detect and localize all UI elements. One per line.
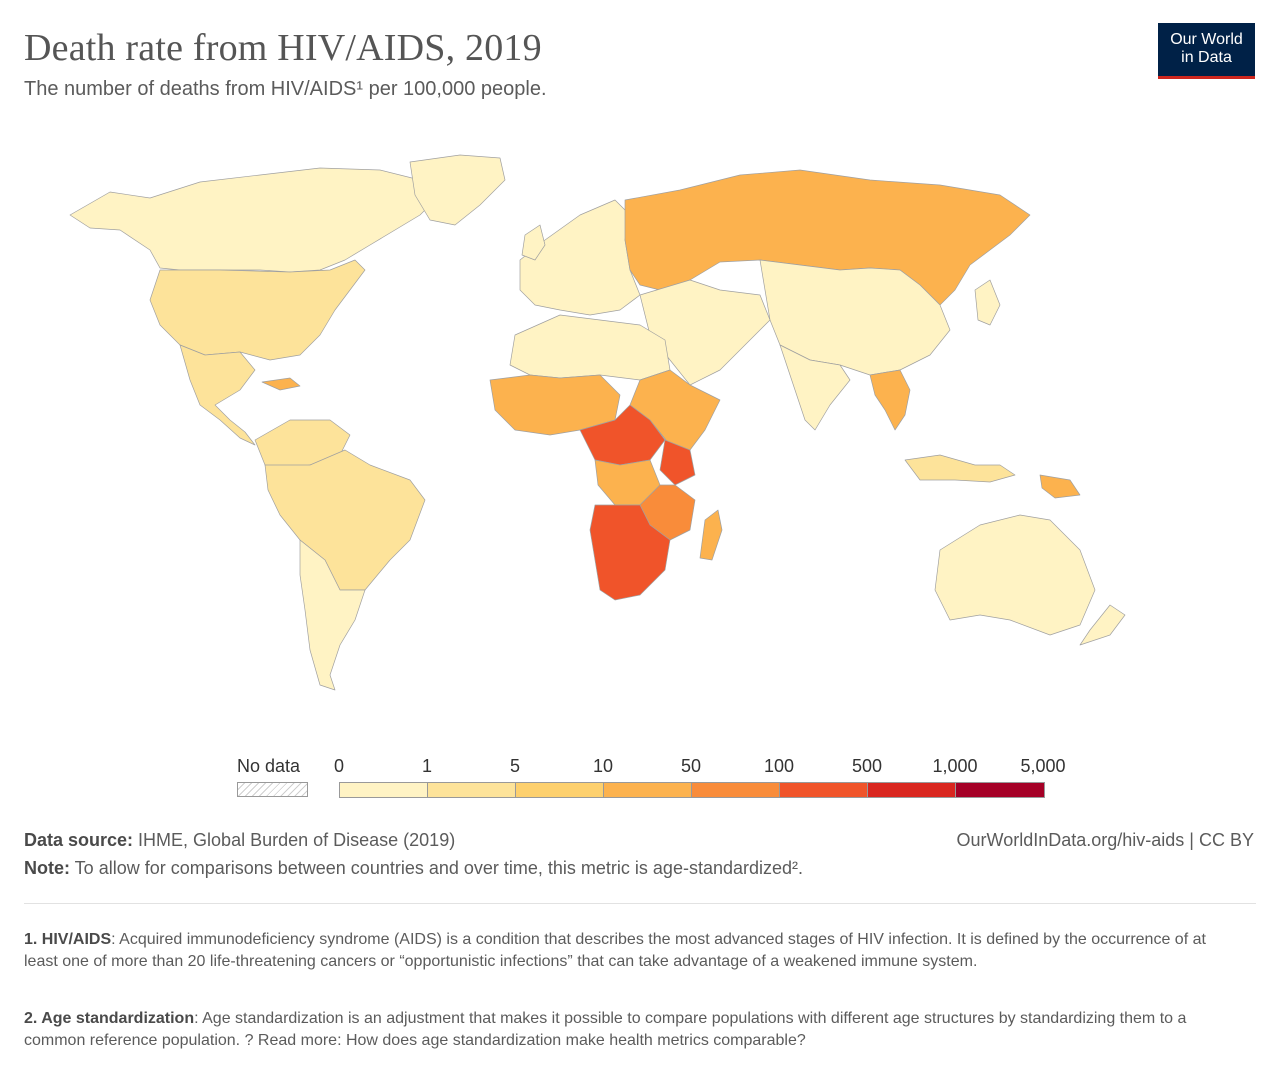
world-map[interactable] bbox=[0, 120, 1280, 740]
map-region-papua-new-guinea[interactable] bbox=[1039, 474, 1081, 499]
chart-subtitle: The number of deaths from HIV/AIDS¹ per … bbox=[24, 78, 547, 100]
footnote-1-label: 1. HIV/AIDS bbox=[24, 931, 112, 948]
legend-bin-4[interactable] bbox=[692, 783, 780, 797]
legend-tick: 500 bbox=[851, 756, 883, 776]
legend-bin-6[interactable] bbox=[868, 783, 956, 797]
logo-line-2: in Data bbox=[1181, 49, 1232, 66]
footnote-hiv-aids: 1. HIV/AIDS: Acquired immunodeficiency s… bbox=[24, 929, 1244, 973]
chart-note: Note: To allow for comparisons between c… bbox=[24, 858, 803, 879]
footnote-2-label: 2. Age standardization bbox=[24, 1010, 195, 1027]
legend-tick: 10 bbox=[592, 756, 614, 776]
footnote-age-standardization: 2. Age standardization: Age standardizat… bbox=[24, 1008, 1244, 1052]
map-region-australia[interactable] bbox=[934, 514, 1096, 636]
legend-bin-1[interactable] bbox=[428, 783, 516, 797]
map-legend: No data 0 1 5 10 50 100 500 1,000 5,000 bbox=[0, 750, 1280, 810]
footnote-2-text: : Age standardization is an adjustment t… bbox=[24, 1010, 1187, 1049]
map-region-kenya-uganda[interactable] bbox=[659, 439, 696, 486]
legend-tick: 5,000 bbox=[1020, 756, 1066, 776]
map-region-greenland[interactable] bbox=[409, 154, 506, 226]
data-source-label: Data source: bbox=[24, 830, 134, 850]
legend-tick: 1,000 bbox=[932, 756, 978, 776]
owid-logo[interactable]: Our World in Data bbox=[1158, 23, 1255, 79]
map-region-japan[interactable] bbox=[974, 279, 1001, 326]
map-region-europe[interactable] bbox=[519, 199, 641, 316]
legend-bin-0[interactable] bbox=[340, 783, 428, 797]
map-region-north-africa[interactable] bbox=[509, 314, 671, 381]
source-url-link[interactable]: OurWorldInData.org/hiv-aids | CC BY bbox=[956, 830, 1254, 850]
data-source-text: IHME, Global Burden of Disease (2019) bbox=[133, 830, 456, 850]
logo-line-1: Our World bbox=[1170, 31, 1243, 48]
note-label: Note: bbox=[24, 858, 70, 878]
map-region-southern-africa[interactable] bbox=[589, 504, 671, 601]
map-region-new-zealand[interactable] bbox=[1079, 604, 1126, 646]
legend-no-data-label: No data bbox=[237, 756, 301, 776]
footer-divider bbox=[24, 903, 1256, 904]
map-region-uk[interactable] bbox=[521, 224, 546, 261]
legend-tick: 5 bbox=[509, 756, 521, 776]
legend-bin-2[interactable] bbox=[516, 783, 604, 797]
map-region-brazil[interactable] bbox=[264, 449, 426, 591]
legend-color-scale bbox=[339, 782, 1045, 798]
map-region-usa[interactable] bbox=[149, 259, 366, 361]
map-region-argentina-chile[interactable] bbox=[299, 539, 366, 691]
map-region-madagascar[interactable] bbox=[699, 509, 723, 561]
map-region-southeast-asia[interactable] bbox=[869, 369, 911, 431]
chart-title: Death rate from HIV/AIDS, 2019 bbox=[24, 27, 542, 69]
legend-no-data-swatch bbox=[237, 782, 308, 797]
legend-tick: 1 bbox=[421, 756, 433, 776]
note-text: To allow for comparisons between countri… bbox=[70, 858, 804, 878]
map-region-mexico[interactable] bbox=[179, 344, 256, 446]
map-region-india[interactable] bbox=[779, 344, 851, 431]
data-source: Data source: IHME, Global Burden of Dise… bbox=[24, 830, 455, 851]
legend-tick: 100 bbox=[763, 756, 795, 776]
legend-tick: 50 bbox=[680, 756, 702, 776]
map-region-canada[interactable] bbox=[69, 167, 441, 273]
legend-bin-7[interactable] bbox=[956, 783, 1044, 797]
legend-bin-3[interactable] bbox=[604, 783, 692, 797]
legend-tick: 0 bbox=[334, 756, 345, 776]
legend-bin-5[interactable] bbox=[780, 783, 868, 797]
map-region-indonesia[interactable] bbox=[904, 454, 1016, 483]
footnote-1-text: : Acquired immunodeficiency syndrome (AI… bbox=[24, 931, 1206, 970]
map-region-caribbean[interactable] bbox=[261, 377, 301, 391]
